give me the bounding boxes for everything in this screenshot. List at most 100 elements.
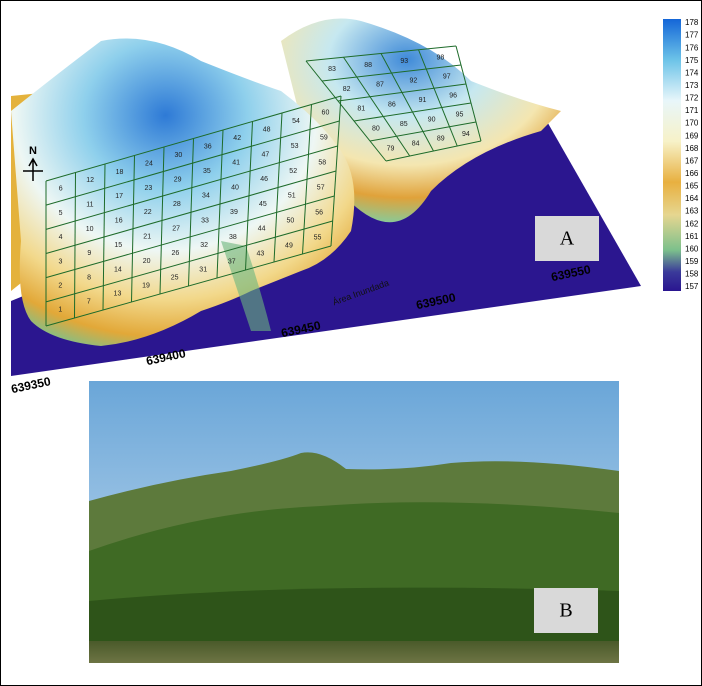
plot-number: 93 xyxy=(400,58,408,65)
scale-label: 169 xyxy=(685,131,699,140)
plot-number: 23 xyxy=(144,185,152,192)
plot-number: 7 xyxy=(87,299,91,306)
plot-number: 42 xyxy=(233,135,241,142)
plot-number: 97 xyxy=(443,73,451,80)
plot-number: 31 xyxy=(199,267,207,274)
scale-label: 171 xyxy=(685,106,699,115)
plot-number: 32 xyxy=(200,242,208,249)
plot-number: 33 xyxy=(201,217,209,224)
panel-label: A xyxy=(560,228,575,250)
scale-label: 167 xyxy=(685,156,699,165)
plot-number: 91 xyxy=(419,97,427,104)
plot-number: 47 xyxy=(261,151,269,158)
plot-number: 44 xyxy=(258,226,266,233)
plot-number: 56 xyxy=(315,209,323,216)
plot-number: 8 xyxy=(87,274,91,281)
plot-number: 92 xyxy=(410,78,418,85)
scale-label: 163 xyxy=(685,207,699,216)
plot-number: 26 xyxy=(171,250,179,257)
plot-number: 35 xyxy=(203,168,211,175)
plot-number: 48 xyxy=(263,126,271,133)
scale-label: 172 xyxy=(685,94,699,103)
figure: 1234567891011121314151617181920212223242… xyxy=(0,0,702,686)
plot-number: 98 xyxy=(437,54,445,61)
plot-number: 60 xyxy=(322,110,330,117)
plot-number: 41 xyxy=(232,160,240,167)
scale-label: 166 xyxy=(685,169,699,178)
plot-number: 96 xyxy=(449,93,457,100)
scale-label: 177 xyxy=(685,31,699,40)
plot-number: 38 xyxy=(229,234,237,241)
plot-number: 82 xyxy=(343,86,351,93)
plot-number: 27 xyxy=(172,225,180,232)
plot-number: 83 xyxy=(328,66,336,73)
plot-number: 88 xyxy=(364,62,372,69)
scale-label: 173 xyxy=(685,81,699,90)
scale-label: 164 xyxy=(685,194,699,203)
figure-canvas: 1234567891011121314151617181920212223242… xyxy=(1,1,701,685)
plot-number: 58 xyxy=(318,159,326,166)
plot-number: 50 xyxy=(286,218,294,225)
scale-label: 157 xyxy=(685,282,699,291)
plot-number: 52 xyxy=(289,168,297,175)
plot-number: 59 xyxy=(320,135,328,142)
plot-number: 34 xyxy=(202,193,210,200)
plot-number: 10 xyxy=(86,226,94,233)
plot-number: 2 xyxy=(58,283,62,290)
scale-label: 158 xyxy=(685,270,699,279)
plot-number: 30 xyxy=(174,152,182,159)
plot-number: 40 xyxy=(231,184,239,191)
plot-number: 95 xyxy=(456,112,464,119)
scale-label: 175 xyxy=(685,56,699,65)
plot-number: 4 xyxy=(59,234,63,241)
plot-number: 19 xyxy=(142,283,150,290)
plot-number: 53 xyxy=(291,143,299,150)
plot-number: 57 xyxy=(317,184,325,191)
plot-number: 37 xyxy=(228,258,236,265)
plot-number: 16 xyxy=(115,218,123,225)
plot-number: 29 xyxy=(174,176,182,183)
plot-number: 85 xyxy=(400,121,408,128)
plot-number: 84 xyxy=(412,141,420,148)
color-scale: 1781771761751741731721711701691681671661… xyxy=(685,18,699,291)
scale-label: 174 xyxy=(685,68,699,77)
north-label: N xyxy=(29,145,37,157)
scale-label: 170 xyxy=(685,119,699,128)
terrain xyxy=(11,19,641,377)
plot-number: 54 xyxy=(292,118,300,125)
scale-label: 176 xyxy=(685,43,699,52)
plot-number: 55 xyxy=(314,234,322,241)
plot-number: 3 xyxy=(59,258,63,265)
plot-number: 17 xyxy=(115,193,123,200)
plot-number: 28 xyxy=(173,201,181,208)
plot-number: 45 xyxy=(259,201,267,208)
scale-label: 168 xyxy=(685,144,699,153)
plot-number: 80 xyxy=(372,126,380,133)
plot-number: 94 xyxy=(462,131,470,138)
plot-number: 15 xyxy=(114,242,122,249)
plot-number: 39 xyxy=(230,209,238,216)
plot-number: 43 xyxy=(256,250,264,257)
plot-number: 13 xyxy=(114,291,122,298)
plot-number: 18 xyxy=(116,169,124,176)
scale-label: 160 xyxy=(685,244,699,253)
plot-number: 46 xyxy=(260,176,268,183)
scale-label: 162 xyxy=(685,219,699,228)
plot-number: 24 xyxy=(145,160,153,167)
scale-label: 161 xyxy=(685,232,699,241)
plot-number: 11 xyxy=(86,202,93,209)
scale-label: 159 xyxy=(685,257,699,266)
plot-number: 21 xyxy=(143,234,151,241)
scale-label: 165 xyxy=(685,182,699,191)
plot-number: 6 xyxy=(59,186,63,193)
plot-number: 36 xyxy=(204,143,212,150)
plot-number: 51 xyxy=(288,193,296,200)
easting-label: 639350 xyxy=(10,374,52,396)
plot-number: 9 xyxy=(87,250,91,257)
plot-number: 86 xyxy=(388,101,396,108)
plot-number: 5 xyxy=(59,210,63,217)
plot-number: 22 xyxy=(144,209,152,216)
plot-number: 87 xyxy=(376,82,384,89)
plot-number: 14 xyxy=(114,266,122,273)
plot-number: 20 xyxy=(143,258,151,265)
